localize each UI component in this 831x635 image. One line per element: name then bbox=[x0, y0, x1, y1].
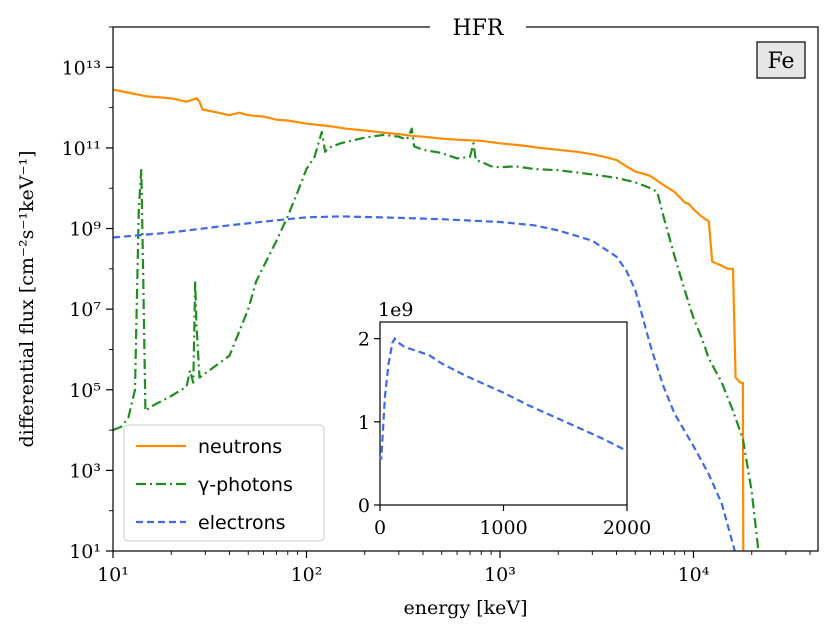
y-tick-label-1: 10³ bbox=[69, 460, 101, 482]
inset-y-tick-label-0: 0 bbox=[358, 495, 370, 517]
main-series-group bbox=[113, 88, 760, 551]
inset-y-tick-label-2: 2 bbox=[358, 329, 370, 351]
title-background bbox=[430, 13, 526, 41]
inset-y-offset-label: 1e9 bbox=[378, 299, 413, 321]
x-tick-label-2: 10³ bbox=[484, 564, 516, 586]
x-axis-label: energy [keV] bbox=[403, 597, 527, 619]
annotation-box: Fe bbox=[756, 41, 806, 79]
y-axis-label: differential flux [cm⁻²s⁻¹keV⁻¹] bbox=[16, 150, 38, 447]
inset-axes: 0 1000 2000 0 1 2 bbox=[358, 321, 651, 539]
x-tick-label-3: 10⁴ bbox=[678, 564, 710, 586]
legend-entry-0: neutrons bbox=[198, 436, 282, 458]
series-line-0 bbox=[113, 88, 745, 551]
inset-x-tick-label-2: 2000 bbox=[603, 517, 651, 539]
y-tick-label-5: 10¹¹ bbox=[62, 138, 101, 160]
legend: neutrons γ-photons electrons bbox=[123, 424, 325, 542]
series-line-2 bbox=[113, 215, 736, 551]
inset-frame bbox=[379, 321, 628, 506]
annotation-label: Fe bbox=[767, 49, 794, 74]
inset-y-tick-label-1: 1 bbox=[358, 412, 370, 434]
series-line-1 bbox=[113, 127, 760, 551]
y-tick-label-0: 10¹ bbox=[69, 541, 101, 563]
y-tick-label-4: 10⁹ bbox=[69, 219, 101, 241]
legend-entry-1: γ-photons bbox=[198, 474, 293, 496]
legend-frame bbox=[123, 424, 325, 542]
x-tick-label-0: 10¹ bbox=[97, 564, 129, 586]
inset-x-tick-label-1: 1000 bbox=[479, 517, 527, 539]
inset-series-line-0 bbox=[378, 336, 628, 460]
y-tick-label-3: 10⁷ bbox=[69, 299, 101, 321]
legend-entry-2: electrons bbox=[198, 512, 286, 534]
chart-title: HFR bbox=[452, 16, 504, 41]
inset-x-tick-label-0: 0 bbox=[374, 517, 386, 539]
x-tick-label-1: 10² bbox=[291, 564, 323, 586]
y-tick-label-2: 10⁵ bbox=[69, 380, 101, 402]
title-layer: HFR bbox=[430, 13, 526, 41]
y-tick-label-6: 10¹³ bbox=[62, 57, 101, 79]
annotation-rect bbox=[756, 41, 806, 79]
main-axes: 10¹ 10² 10³ 10⁴ 10¹ 10³ 10⁵ 10⁷ 10⁹ 10¹¹ 10¹³ bbox=[62, 26, 819, 586]
